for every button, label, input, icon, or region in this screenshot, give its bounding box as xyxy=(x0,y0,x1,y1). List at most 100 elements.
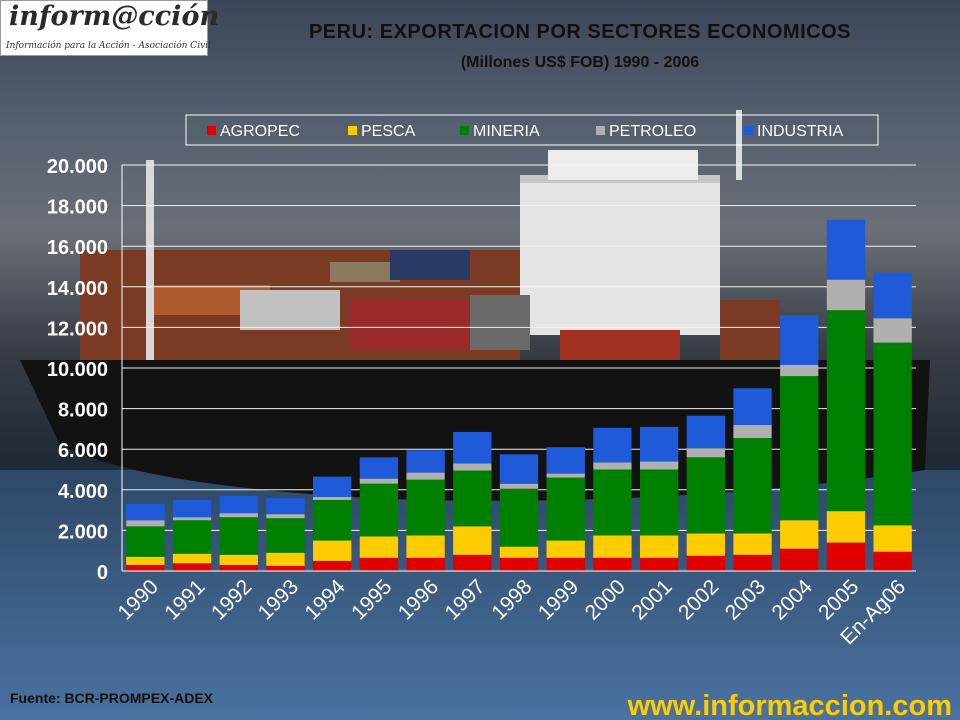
bar-segment-mineria xyxy=(406,479,445,536)
bar-segment-industria xyxy=(172,499,212,518)
bar-segment-agropec xyxy=(733,554,772,571)
bar-segment-mineria xyxy=(593,469,632,536)
bar-segment-industria xyxy=(406,450,445,473)
bar-segment-pesca xyxy=(686,533,725,556)
bar-segment-agropec xyxy=(686,555,725,571)
legend-label-pesca: PESCA xyxy=(361,123,416,140)
y-tick-label: 8.000 xyxy=(58,400,108,422)
x-tick-label: 2002 xyxy=(674,575,723,624)
bar-segment-pesca xyxy=(172,553,212,564)
bar-segment-mineria xyxy=(546,477,585,541)
bar-segment-pesca xyxy=(593,535,632,558)
legend-box xyxy=(185,114,879,146)
bar-segment-agropec xyxy=(126,564,165,571)
bar-segment-agropec xyxy=(359,557,399,571)
bar-segment-petroleo xyxy=(359,478,399,484)
bar-segment-pesca xyxy=(546,540,585,558)
bar-segment-mineria xyxy=(266,518,305,553)
bar-segment-petroleo xyxy=(593,462,632,470)
bar-segment-petroleo xyxy=(172,517,212,521)
bar-segment-mineria xyxy=(780,376,819,521)
y-tick-label: 12.000 xyxy=(47,318,108,340)
bar-segment-pesca xyxy=(733,533,772,555)
bar-segment-mineria xyxy=(313,499,352,541)
bar-segment-industria xyxy=(780,315,819,365)
bar-segment-agropec xyxy=(639,557,679,571)
bar-segment-mineria xyxy=(172,520,212,554)
legend-label-industria: INDUSTRIA xyxy=(757,123,844,140)
x-tick-label: 1995 xyxy=(347,575,396,624)
x-tick-label: 1996 xyxy=(394,575,443,624)
legend-swatch-industria xyxy=(744,126,753,135)
bar-segment-agropec xyxy=(172,563,212,571)
bar-segment-pesca xyxy=(453,526,492,555)
bar-segment-agropec xyxy=(499,557,539,571)
bar-segment-pesca xyxy=(126,556,165,565)
x-tick-label: 1990 xyxy=(114,575,163,624)
legend-label-agropec: AGROPEC xyxy=(220,123,300,140)
x-axis: 1990199119921993199419951996199719981999… xyxy=(114,570,916,649)
y-tick-label: 6.000 xyxy=(58,440,108,462)
chart-subtitle: (Millones US$ FOB) 1990 - 2006 xyxy=(460,54,700,71)
bar-segment-industria xyxy=(639,426,679,462)
bar-segment-petroleo xyxy=(406,472,445,480)
x-tick-label: 1997 xyxy=(441,575,490,624)
bar-segment-mineria xyxy=(873,342,912,526)
bar-segment-agropec xyxy=(266,565,305,571)
bar-segment-agropec xyxy=(826,542,866,571)
logo-wordmark: inform@cción xyxy=(9,1,220,32)
bar-segment-pesca xyxy=(313,540,352,561)
bar-segment-petroleo xyxy=(453,463,492,471)
bar-segment-petroleo xyxy=(546,473,585,478)
website-link[interactable]: www.informaccion.com xyxy=(627,690,952,720)
y-tick-label: 20.000 xyxy=(47,156,108,178)
bar-segment-industria xyxy=(359,457,399,479)
bar-segment-pesca xyxy=(499,546,539,558)
x-tick-label: 1998 xyxy=(487,575,536,624)
bar-segment-petroleo xyxy=(780,364,819,377)
bar-segment-mineria xyxy=(219,517,258,555)
legend-swatch-petroleo xyxy=(596,126,605,135)
bar-segment-industria xyxy=(593,427,632,463)
bar-segment-petroleo xyxy=(266,514,305,519)
bar-segment-industria xyxy=(826,219,866,280)
bar-segment-mineria xyxy=(126,526,165,557)
bar-segment-agropec xyxy=(313,560,352,571)
chart-title: PERU: EXPORTACION POR SECTORES ECONOMICO… xyxy=(308,21,852,43)
legend: AGROPEC PESCA MINERIA PETROLEO INDUSTRIA xyxy=(185,114,879,146)
bar-segment-pesca xyxy=(406,535,445,558)
bar-segment-industria xyxy=(686,415,725,449)
bar-segment-agropec xyxy=(406,557,445,571)
x-tick-label: 1993 xyxy=(254,575,303,624)
bar-segment-mineria xyxy=(733,438,772,534)
y-tick-label: 18.000 xyxy=(47,197,108,219)
bar-segment-mineria xyxy=(686,457,725,534)
legend-label-petroleo: PETROLEO xyxy=(609,123,696,140)
bar-segment-mineria xyxy=(639,469,679,536)
y-tick-label: 4.000 xyxy=(58,481,108,503)
bar-segment-petroleo xyxy=(686,448,725,458)
y-tick-label: 16.000 xyxy=(47,237,108,259)
bar-segment-industria xyxy=(453,431,492,464)
legend-swatch-pesca xyxy=(348,126,357,135)
bar-segment-petroleo xyxy=(499,483,539,489)
bar-segment-industria xyxy=(126,504,165,521)
bar-segment-pesca xyxy=(873,525,912,552)
bar-segment-mineria xyxy=(453,470,492,527)
bar-segment-petroleo xyxy=(313,496,352,500)
bar-segment-agropec xyxy=(219,564,258,571)
logo-tagline: Información para la Acción - Asociación … xyxy=(6,41,211,51)
bar-segment-agropec xyxy=(873,551,912,571)
x-tick-label: 1991 xyxy=(160,575,209,624)
bar-segment-agropec xyxy=(546,557,585,571)
bar-segment-mineria xyxy=(499,488,539,547)
logo: inform@cción Información para la Acción … xyxy=(0,0,219,56)
bar-segment-agropec xyxy=(780,548,819,571)
x-tick-label: 2003 xyxy=(721,575,770,624)
bar-segment-industria xyxy=(313,476,352,497)
bar-segment-pesca xyxy=(639,535,679,558)
bars xyxy=(126,219,912,571)
y-axis: 0 2.000 4.000 6.000 8.000 10.000 12.000 14.000 1… xyxy=(47,156,123,584)
